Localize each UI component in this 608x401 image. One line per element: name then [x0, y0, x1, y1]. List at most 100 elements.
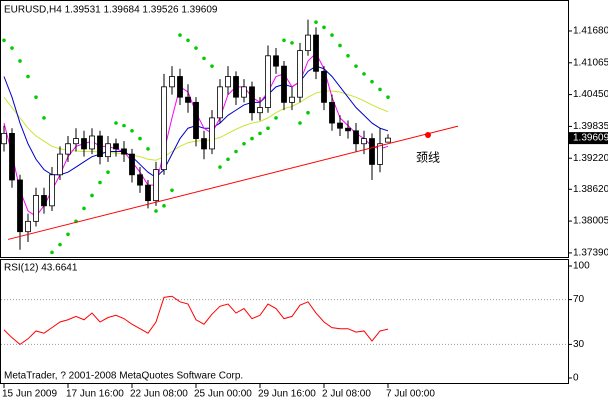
candle-body [345, 127, 351, 132]
candle-body [153, 169, 159, 202]
y-tick-label: 1.37390 [573, 248, 608, 259]
sar-dot [2, 38, 6, 43]
candle-body [65, 143, 71, 155]
sar-dot [18, 59, 22, 63]
x-tick-label: 15 Jun 2009 [2, 389, 57, 400]
x-tick-label: 25 Jun 00:00 [194, 389, 252, 400]
candle-body [49, 174, 55, 207]
candle-body [145, 184, 151, 202]
y-tick-label: 1.41680 [573, 26, 608, 37]
candle-body [257, 107, 263, 114]
candle-body [161, 86, 167, 171]
sar-dot [338, 43, 342, 48]
sar-dot [354, 64, 358, 68]
rsi-tick-label: 100 [573, 261, 590, 272]
last-price-box [569, 132, 608, 145]
sar-dot [258, 131, 262, 136]
candle-body [233, 76, 239, 98]
sar-dot [154, 209, 158, 213]
candle-body [1, 132, 7, 145]
sar-dot [266, 126, 270, 131]
candle-body [57, 153, 63, 176]
candle-body [385, 137, 391, 143]
sar-dot [106, 170, 110, 174]
candle-body [89, 135, 95, 150]
candle-body [185, 96, 191, 103]
sar-dot [26, 74, 30, 79]
candle-body [177, 76, 183, 98]
sar-dot [234, 149, 238, 154]
x-tick-label: 22 Jun 08:00 [130, 389, 188, 400]
sar-dot [34, 95, 38, 99]
sar-dot [370, 79, 374, 84]
sar-dot [210, 64, 214, 68]
sar-dot [250, 136, 254, 141]
y-tick-label: 1.40450 [573, 89, 608, 100]
y-tick-label: 1.38005 [573, 216, 608, 227]
candle-body [105, 143, 111, 158]
candle-body [217, 86, 223, 119]
candle-body [193, 101, 199, 139]
candle-body [9, 132, 15, 181]
sar-dot [322, 25, 326, 30]
sar-dot [114, 121, 118, 125]
sar-dot [50, 250, 54, 255]
sar-dot [362, 72, 366, 76]
candle-body [265, 55, 271, 108]
sar-dot [290, 41, 294, 45]
sar-dot [138, 136, 142, 141]
sar-dot [90, 193, 94, 198]
candle-body [81, 138, 87, 150]
sar-dot [274, 116, 278, 120]
candle-body [361, 138, 367, 145]
candle-body [73, 138, 79, 145]
x-tick-label: 17 Jun 16:00 [66, 389, 124, 400]
x-tick-label: 7 Jul 00:00 [386, 389, 435, 400]
candle-body [305, 34, 311, 52]
candle-body [329, 101, 335, 124]
candle-body [113, 143, 119, 150]
sar-dot [130, 129, 134, 133]
candle-body [97, 135, 103, 158]
rsi-panel [0, 259, 569, 384]
main-panel [0, 0, 569, 258]
sar-dot [378, 87, 382, 92]
candle-body [353, 130, 359, 145]
candle-body [137, 174, 143, 186]
x-tick-label: 29 Jun 16:00 [258, 389, 316, 400]
sar-dot [178, 33, 182, 37]
candle-body [17, 179, 23, 233]
sar-dot [98, 180, 102, 185]
footer: MetaTrader, ? 2001-2008 MetaQuotes Softw… [4, 371, 243, 382]
chart-title: EURUSD,H4 1.39531 1.39684 1.39526 1.3960… [4, 5, 218, 16]
rsi-tick-label: 30 [573, 339, 585, 350]
sar-dot [122, 123, 126, 128]
sar-dot [282, 38, 286, 43]
sar-dot [82, 206, 86, 211]
sar-dot [186, 38, 190, 43]
last-price-label: 1.39609 [573, 133, 608, 144]
sar-dot [346, 54, 350, 58]
candle-body [129, 153, 135, 176]
candle-body [337, 122, 343, 129]
trendline [7, 125, 459, 240]
candle-body [273, 55, 279, 67]
rsi-line [3, 295, 389, 346]
rsi-title: RSI(12) 43.6641 [4, 263, 78, 274]
candle-body [169, 76, 175, 88]
rsi-tick-label: 0 [573, 373, 579, 384]
candle-body [377, 143, 383, 165]
sar-dot [202, 56, 206, 61]
candle-body [297, 50, 303, 98]
sar-dot [162, 204, 166, 208]
sar-dot [226, 157, 230, 162]
candle-body [209, 117, 215, 150]
sar-dot [42, 116, 46, 120]
sar-dot [218, 165, 222, 169]
candle-body [369, 138, 375, 165]
sar-dot [298, 121, 302, 125]
candle-body [241, 86, 247, 98]
sar-dot [306, 110, 310, 115]
candle-body [41, 195, 47, 207]
